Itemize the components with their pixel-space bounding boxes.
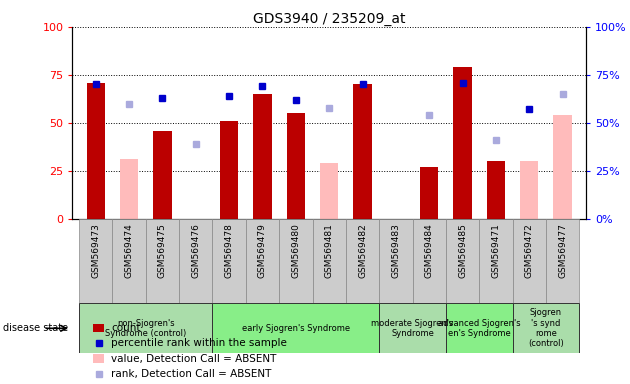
Text: early Sjogren's Syndrome: early Sjogren's Syndrome (242, 324, 350, 333)
Text: rank, Detection Call = ABSENT: rank, Detection Call = ABSENT (111, 369, 272, 379)
Text: GSM569481: GSM569481 (324, 223, 334, 278)
Text: GSM569471: GSM569471 (491, 223, 500, 278)
Text: GSM569479: GSM569479 (258, 223, 267, 278)
Bar (446, 219, 479, 303)
Bar (413, 219, 446, 303)
Bar (279, 219, 312, 303)
Bar (446, 303, 513, 353)
Bar (513, 219, 546, 303)
Bar (153, 131, 171, 219)
Bar (120, 159, 139, 219)
Text: advanced Sjogren's
en's Syndrome: advanced Sjogren's en's Syndrome (438, 319, 520, 338)
Text: count: count (111, 323, 140, 333)
Bar (479, 219, 513, 303)
Text: moderate Sjogren's
Syndrome: moderate Sjogren's Syndrome (371, 319, 454, 338)
Text: GSM569472: GSM569472 (525, 223, 534, 278)
Bar (86, 83, 105, 219)
Text: Sjogren
's synd
rome
(control): Sjogren 's synd rome (control) (528, 308, 564, 348)
Text: GSM569474: GSM569474 (125, 223, 134, 278)
Bar (179, 219, 212, 303)
Text: GSM569473: GSM569473 (91, 223, 100, 278)
Bar (212, 303, 379, 353)
Bar (113, 219, 146, 303)
Text: non-Sjogren's
Syndrome (control): non-Sjogren's Syndrome (control) (105, 319, 186, 338)
Bar (420, 167, 438, 219)
Bar (79, 303, 212, 353)
Text: GSM569485: GSM569485 (458, 223, 467, 278)
Bar (454, 67, 472, 219)
Text: GSM569483: GSM569483 (391, 223, 400, 278)
Bar (379, 219, 413, 303)
Text: GSM569475: GSM569475 (158, 223, 167, 278)
Text: value, Detection Call = ABSENT: value, Detection Call = ABSENT (111, 354, 277, 364)
Text: percentile rank within the sample: percentile rank within the sample (111, 338, 287, 348)
Text: GSM569484: GSM569484 (425, 223, 433, 278)
Text: GSM569477: GSM569477 (558, 223, 567, 278)
Bar (312, 219, 346, 303)
Bar (520, 161, 539, 219)
Text: GSM569476: GSM569476 (192, 223, 200, 278)
Bar (287, 113, 305, 219)
Text: GSM569478: GSM569478 (225, 223, 234, 278)
Bar (93, 354, 105, 363)
Bar (546, 219, 579, 303)
Bar (246, 219, 279, 303)
Bar (379, 303, 446, 353)
Bar (212, 219, 246, 303)
Text: GDS3940 / 235209_at: GDS3940 / 235209_at (253, 12, 406, 25)
Bar (220, 121, 238, 219)
Bar (320, 163, 338, 219)
Bar (346, 219, 379, 303)
Bar (513, 303, 579, 353)
Bar (553, 115, 572, 219)
Text: disease state: disease state (3, 323, 68, 333)
Bar (253, 94, 272, 219)
Bar (146, 219, 179, 303)
Text: GSM569480: GSM569480 (291, 223, 301, 278)
Text: GSM569482: GSM569482 (358, 223, 367, 278)
Bar (93, 324, 105, 332)
Bar (353, 84, 372, 219)
Bar (487, 161, 505, 219)
Bar (79, 219, 113, 303)
